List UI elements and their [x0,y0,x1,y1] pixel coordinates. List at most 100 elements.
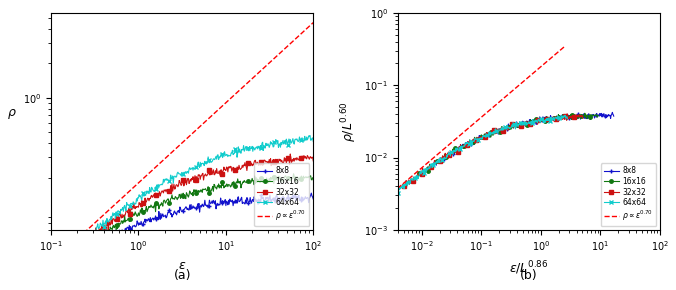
64x64 [443,155,452,158]
16x16 [309,176,317,179]
Text: (b): (b) [520,269,537,282]
64x64 [306,134,314,137]
8x8 [133,219,141,223]
8x8 [489,128,498,132]
16x16 [487,135,495,139]
16x16 [289,172,297,175]
32x32 [237,167,245,171]
Line: 64x64: 64x64 [387,113,569,200]
32x32 [286,152,294,156]
$\rho \propto \varepsilon^{0.70}$ [47,261,55,265]
16x16 [594,114,602,117]
16x16 [49,271,57,275]
64x64 [456,146,464,149]
$\rho \propto \varepsilon^{0.70}$ [388,192,396,195]
8x8 [431,160,439,163]
64x64 [385,197,393,200]
$\rho \propto \varepsilon^{0.70}$ [63,247,71,250]
16x16 [415,171,423,175]
$\rho \propto \varepsilon^{0.70}$ [434,153,442,156]
16x16 [79,245,87,249]
Line: $\rho \propto \varepsilon^{0.70}$: $\rho \propto \varepsilon^{0.70}$ [392,46,564,193]
Text: (a): (a) [174,269,191,282]
16x16 [529,121,537,125]
16x16 [213,187,221,191]
Legend: 8x8, 16x16, 32x32, 64x64, $\rho \propto \varepsilon^{0.70}$: 8x8, 16x16, 32x32, 64x64, $\rho \propto … [601,164,656,226]
32x32 [400,184,408,187]
32x32 [529,121,537,125]
16x16 [581,112,589,115]
64x64 [237,152,245,155]
32x32 [151,191,160,195]
8x8 [561,117,569,121]
16x16 [237,186,245,190]
$\rho \propto \varepsilon^{0.70}$ [546,57,554,61]
8x8 [560,114,569,117]
8x8 [238,202,246,205]
32x32 [48,270,56,273]
32x32 [513,121,521,125]
16x16 [238,182,246,185]
8x8 [151,214,160,218]
64x64 [514,125,522,128]
32x32 [213,167,221,170]
16x16 [437,158,445,161]
64x64 [238,148,246,152]
32x32 [471,137,479,140]
64x64 [133,199,141,203]
8x8 [610,114,618,118]
8x8 [608,111,617,114]
32x32 [79,242,87,246]
32x32 [400,186,408,190]
32x32 [422,169,430,173]
X-axis label: $\varepsilon/L^{0.86}$: $\varepsilon/L^{0.86}$ [509,259,549,277]
64x64 [385,195,393,198]
8x8 [213,203,221,207]
64x64 [406,180,414,183]
64x64 [151,185,160,188]
Legend: 8x8, 16x16, 32x32, 64x64, $\rho \propto \varepsilon^{0.70}$: 8x8, 16x16, 32x32, 64x64, $\rho \propto … [254,164,310,226]
$\rho \propto \varepsilon^{0.70}$ [57,252,66,255]
64x64 [48,266,56,269]
Line: 8x8: 8x8 [433,111,615,167]
$\rho \propto \varepsilon^{0.70}$ [560,45,569,48]
8x8 [49,275,57,278]
32x32 [579,116,587,120]
X-axis label: $\varepsilon$: $\varepsilon$ [178,259,187,272]
$\rho \propto \varepsilon^{0.70}$ [552,52,560,56]
$\rho \propto \varepsilon^{0.70}$ [96,217,104,220]
16x16 [545,120,553,124]
Line: 64x64: 64x64 [49,134,315,269]
64x64 [79,239,87,242]
8x8 [432,164,440,167]
$\rho \propto \varepsilon^{0.70}$ [309,21,317,24]
64x64 [563,117,571,121]
64x64 [47,262,55,266]
64x64 [213,157,221,161]
16x16 [133,215,141,218]
Line: $\rho \propto \varepsilon^{0.70}$: $\rho \propto \varepsilon^{0.70}$ [51,23,313,263]
8x8 [79,251,87,255]
64x64 [561,113,569,117]
16x16 [47,267,55,270]
Line: 32x32: 32x32 [49,152,315,273]
$\rho \propto \varepsilon^{0.70}$ [395,186,403,189]
16x16 [416,174,425,177]
Line: 16x16: 16x16 [49,172,315,275]
$\rho \propto \varepsilon^{0.70}$ [420,164,428,168]
8x8 [309,197,317,201]
64x64 [309,140,317,143]
Line: 16x16: 16x16 [418,112,600,177]
32x32 [531,119,539,123]
32x32 [563,112,571,115]
8x8 [47,269,55,273]
Y-axis label: $\rho$: $\rho$ [7,107,17,121]
8x8 [453,148,461,152]
32x32 [238,164,246,167]
$\rho \propto \varepsilon^{0.70}$ [398,183,406,186]
$\rho \propto \varepsilon^{0.70}$ [117,197,125,201]
64x64 [498,128,506,132]
8x8 [307,191,315,195]
16x16 [546,118,554,121]
64x64 [515,122,523,126]
